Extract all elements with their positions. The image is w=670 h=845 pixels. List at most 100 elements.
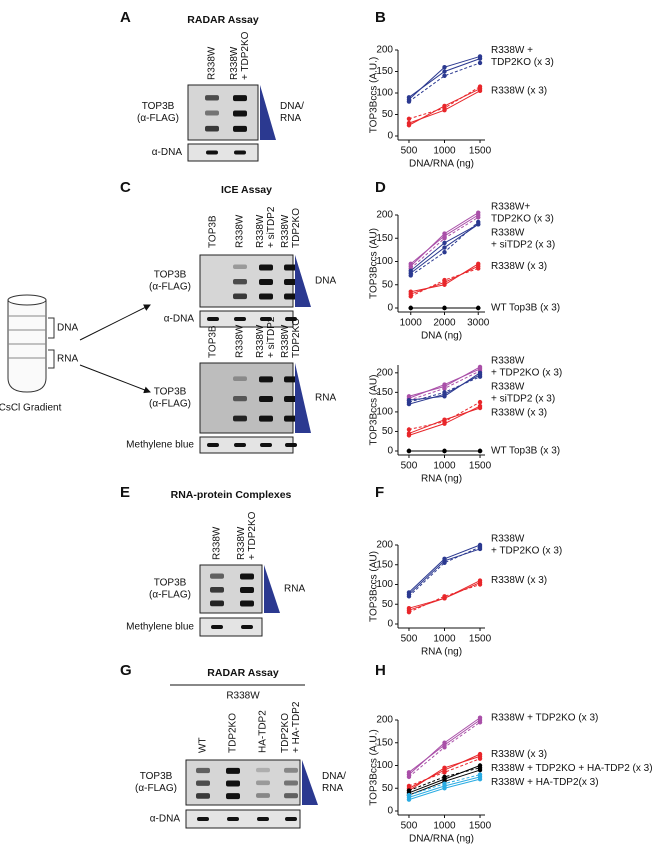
band bbox=[284, 376, 298, 383]
panel-letter: A bbox=[120, 9, 131, 26]
x-tick-label: 2000 bbox=[433, 318, 456, 329]
data-point bbox=[442, 386, 447, 391]
data-point bbox=[408, 305, 413, 311]
band bbox=[206, 150, 218, 155]
lane-label: WT bbox=[198, 737, 209, 753]
lane-label: R338W bbox=[236, 526, 247, 560]
x-tick-label: 1000 bbox=[433, 634, 456, 645]
data-point bbox=[477, 86, 483, 91]
band bbox=[210, 587, 224, 593]
row-label: TOP3B bbox=[154, 387, 187, 398]
y-tick-label: 50 bbox=[382, 279, 394, 290]
data-point bbox=[442, 382, 447, 387]
y-tick-label: 150 bbox=[376, 387, 393, 398]
data-point bbox=[406, 95, 412, 100]
replicate-line bbox=[408, 767, 481, 791]
data-point bbox=[442, 390, 447, 395]
lane-label: TDP2KO bbox=[291, 208, 302, 248]
lane-label: R338W bbox=[235, 324, 246, 358]
lane-label: TDP2KO bbox=[291, 318, 302, 358]
panel-letter: E bbox=[120, 484, 130, 501]
y-tick-label: 150 bbox=[376, 233, 393, 244]
band bbox=[196, 793, 210, 799]
data-point bbox=[442, 233, 447, 239]
y-tick-label: 50 bbox=[382, 426, 394, 437]
row-label: TOP3B bbox=[154, 578, 187, 589]
data-point bbox=[477, 717, 483, 723]
legend-label: R338W + bbox=[491, 45, 533, 56]
gradient-label: DNA/ bbox=[322, 771, 346, 782]
lane-label: + TDP2KO bbox=[240, 31, 251, 80]
data-point bbox=[442, 770, 447, 775]
data-point bbox=[406, 592, 412, 597]
gradient-label: RNA bbox=[280, 113, 301, 124]
data-point bbox=[442, 305, 447, 311]
y-tick-label: 0 bbox=[387, 619, 393, 630]
data-point bbox=[406, 606, 412, 611]
band bbox=[233, 293, 247, 300]
lane-label: + TDP2KO bbox=[247, 511, 258, 560]
legend-label: R338W + TDP2KO (x 3) bbox=[491, 712, 598, 723]
lane-label: + siTDP2 bbox=[266, 316, 277, 358]
band bbox=[284, 264, 298, 271]
blot-loading bbox=[185, 809, 301, 829]
data-point bbox=[442, 69, 447, 74]
x-tick-label: 3000 bbox=[467, 318, 490, 329]
band bbox=[226, 780, 240, 787]
blot-loading bbox=[187, 143, 259, 162]
data-point bbox=[477, 772, 483, 777]
row-label: α-DNA bbox=[150, 814, 181, 825]
legend-label: + TDP2KO (x 3) bbox=[491, 546, 562, 557]
data-point bbox=[408, 289, 413, 294]
data-point bbox=[408, 294, 413, 299]
data-point bbox=[442, 596, 447, 601]
legend-label: R338W (x 3) bbox=[491, 575, 547, 586]
band bbox=[285, 317, 297, 321]
band bbox=[233, 415, 247, 422]
tube-fraction: RNA bbox=[57, 354, 78, 365]
x-tick-label: 500 bbox=[401, 634, 418, 645]
y-axis-label: TOP3Bccs (AU) bbox=[369, 551, 380, 622]
legend-label: R338W (x 3) bbox=[491, 85, 547, 96]
band bbox=[233, 396, 247, 402]
data-point bbox=[406, 788, 412, 793]
legend-label: R338W bbox=[491, 534, 525, 545]
lane-label: TDP2KO bbox=[280, 713, 291, 753]
legend-label: R338W (x 3) bbox=[491, 749, 547, 760]
data-point bbox=[477, 546, 483, 552]
data-point bbox=[476, 305, 481, 311]
lane-label: HA-TDP2 bbox=[258, 710, 269, 753]
lane-label: TDP2KO bbox=[228, 713, 239, 753]
data-point bbox=[442, 250, 447, 255]
data-point bbox=[406, 99, 412, 104]
row-label: (α-FLAG) bbox=[149, 590, 191, 601]
lane-label: + siTDP2 bbox=[266, 206, 277, 248]
lane-label: + HA-TDP2 bbox=[291, 701, 302, 753]
panel-letter: D bbox=[375, 179, 386, 196]
band bbox=[233, 125, 247, 132]
lane-label: R338W bbox=[255, 214, 266, 248]
data-point bbox=[476, 212, 481, 218]
y-tick-label: 200 bbox=[376, 715, 393, 726]
gradient-triangle bbox=[295, 363, 311, 433]
band bbox=[226, 767, 240, 774]
data-point bbox=[408, 261, 413, 267]
y-axis-label: TOP3Bccs (A.U.) bbox=[369, 57, 380, 134]
panel-letter: H bbox=[375, 662, 386, 679]
data-point bbox=[442, 394, 447, 399]
legend-label: WT Top3B (x 3) bbox=[491, 446, 560, 457]
data-point bbox=[477, 448, 483, 454]
panel-letter: C bbox=[120, 179, 131, 196]
row-label: α-DNA bbox=[152, 147, 183, 158]
gradient-triangle bbox=[264, 565, 280, 613]
band bbox=[210, 600, 224, 607]
data-point bbox=[406, 609, 412, 615]
legend-label: TDP2KO (x 3) bbox=[491, 57, 554, 68]
cscl-tube bbox=[7, 294, 151, 394]
data-point bbox=[406, 770, 412, 775]
data-point bbox=[477, 580, 483, 585]
y-tick-label: 200 bbox=[376, 45, 393, 56]
row-label: α-DNA bbox=[164, 314, 195, 325]
row-label: (α-FLAG) bbox=[135, 783, 177, 794]
band bbox=[285, 443, 297, 447]
